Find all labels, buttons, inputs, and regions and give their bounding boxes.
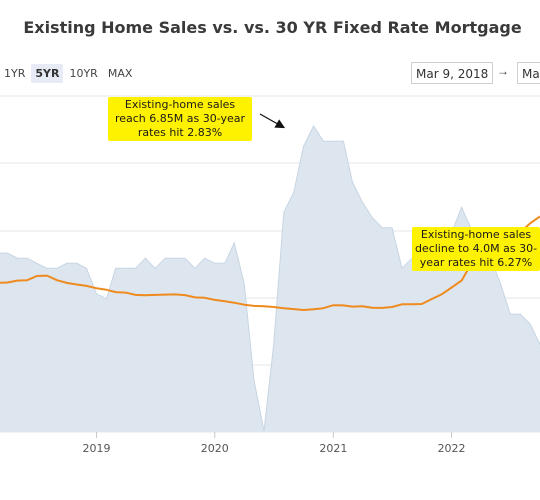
range-button-5yr[interactable]: 5YR (31, 63, 64, 83)
range-button-max[interactable]: MAX (107, 66, 133, 80)
annotation-decline-sales: Existing-home sales decline to 4.0M as 3… (412, 227, 540, 271)
annotation-peak-sales: Existing-home sales reach 6.85M as 30-ye… (108, 97, 252, 141)
annotation-arrow (259, 113, 286, 129)
chart-title: Existing Home Sales vs. vs. 30 YR Fixed … (23, 18, 522, 37)
x-tick-label: 2021 (319, 442, 347, 455)
range-button-10yr[interactable]: 10YR (69, 66, 98, 80)
x-tick-label: 2020 (201, 442, 229, 455)
x-tick-label: 2019 (83, 442, 111, 455)
date-to-input[interactable]: Mar (517, 62, 540, 84)
series-area-fill (0, 126, 540, 432)
series-rate-line (0, 215, 540, 311)
date-from-input[interactable]: Mar 9, 2018 (411, 62, 493, 84)
range-selector: 1YR 5YR 10YR MAX (0, 62, 138, 84)
range-button-1yr[interactable]: 1YR (4, 66, 26, 80)
x-tick-label: 2022 (438, 442, 466, 455)
date-range-arrow: → (497, 64, 509, 78)
